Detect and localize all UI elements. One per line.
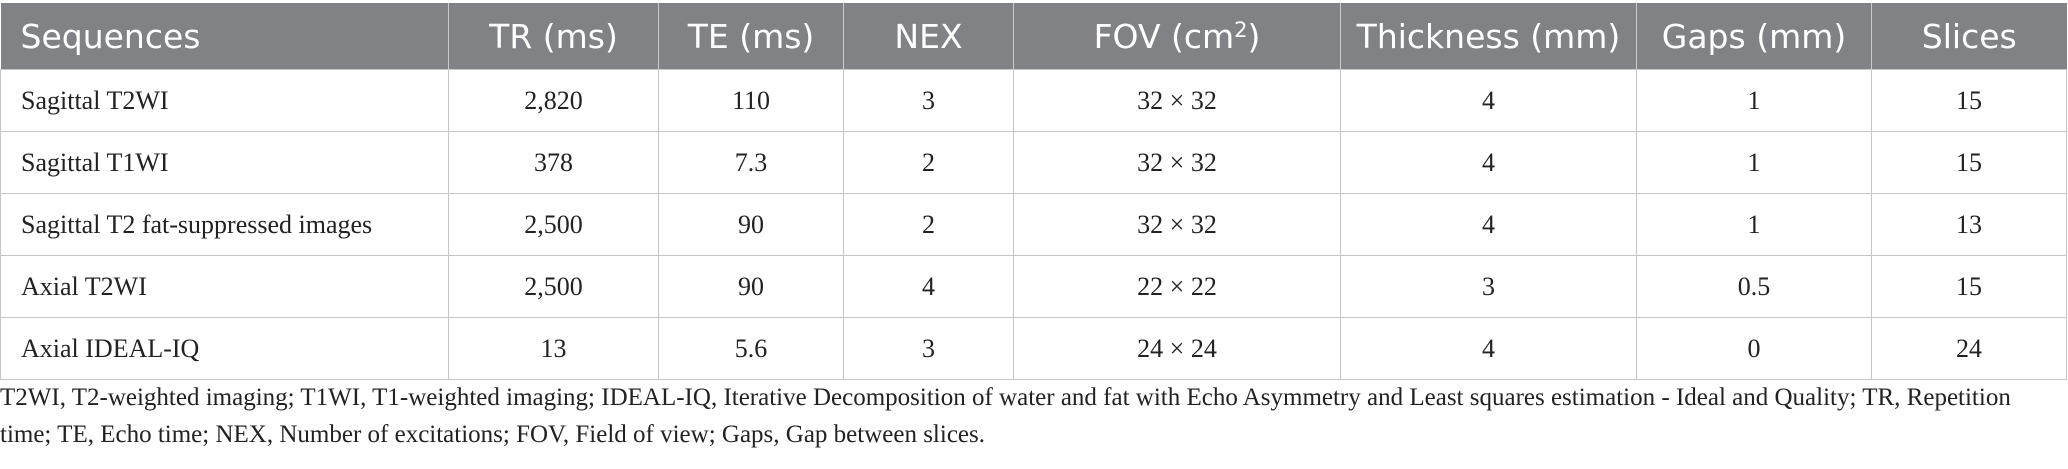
cell-sequence: Sagittal T2WI <box>0 69 449 132</box>
column-header-tr: TR (ms) <box>448 3 659 70</box>
table-row-sagittal-t2-fat-suppressed: Sagittal T2 fat-suppressed images 2,500 … <box>0 193 2067 256</box>
table-row-sagittal-t1wi: Sagittal T1WI 378 7.3 2 32 × 32 4 1 15 <box>0 131 2067 194</box>
column-header-gaps: Gaps (mm) <box>1636 3 1872 70</box>
cell-te: 90 <box>658 193 844 256</box>
cell-te: 7.3 <box>658 131 844 194</box>
cell-sequence: Axial IDEAL-IQ <box>0 317 449 380</box>
cell-sequence: Axial T2WI <box>0 255 449 318</box>
cell-tr: 13 <box>448 317 659 380</box>
cell-slices: 15 <box>1871 255 2067 318</box>
column-header-slices: Slices <box>1871 3 2067 70</box>
cell-fov: 22 × 22 <box>1013 255 1341 318</box>
cell-tr: 2,820 <box>448 69 659 132</box>
column-header-fov: FOV (cm2) <box>1013 3 1341 70</box>
table-row-axial-t2wi: Axial T2WI 2,500 90 4 22 × 22 3 0.5 15 <box>0 255 2067 318</box>
column-header-nex: NEX <box>843 3 1014 70</box>
mri-parameters-table: Sequences TR (ms) TE (ms) NEX FOV (cm2) … <box>0 3 2067 380</box>
cell-slices: 15 <box>1871 69 2067 132</box>
cell-gaps: 0.5 <box>1636 255 1872 318</box>
column-header-thickness: Thickness (mm) <box>1340 3 1637 70</box>
table-header-row: Sequences TR (ms) TE (ms) NEX FOV (cm2) … <box>0 3 2067 70</box>
cell-slices: 15 <box>1871 131 2067 194</box>
cell-slices: 24 <box>1871 317 2067 380</box>
cell-thickness: 4 <box>1340 69 1637 132</box>
cell-slices: 13 <box>1871 193 2067 256</box>
cell-sequence: Sagittal T2 fat-suppressed images <box>0 193 449 256</box>
cell-gaps: 0 <box>1636 317 1872 380</box>
cell-nex: 3 <box>843 317 1014 380</box>
cell-tr: 2,500 <box>448 193 659 256</box>
mri-parameters-table-container: Sequences TR (ms) TE (ms) NEX FOV (cm2) … <box>0 3 2067 380</box>
cell-gaps: 1 <box>1636 193 1872 256</box>
cell-nex: 2 <box>843 131 1014 194</box>
cell-te: 5.6 <box>658 317 844 380</box>
cell-te: 90 <box>658 255 844 318</box>
cell-thickness: 4 <box>1340 193 1637 256</box>
table-footnote: T2WI, T2-weighted imaging; T1WI, T1-weig… <box>0 384 2011 448</box>
cell-sequence: Sagittal T1WI <box>0 131 449 194</box>
cell-fov: 32 × 32 <box>1013 131 1341 194</box>
cell-fov: 24 × 24 <box>1013 317 1341 380</box>
table-row-sagittal-t2wi: Sagittal T2WI 2,820 110 3 32 × 32 4 1 15 <box>0 69 2067 132</box>
column-header-te: TE (ms) <box>658 3 844 70</box>
cell-te: 110 <box>658 69 844 132</box>
cell-thickness: 3 <box>1340 255 1637 318</box>
cell-gaps: 1 <box>1636 131 1872 194</box>
cell-nex: 3 <box>843 69 1014 132</box>
cell-tr: 378 <box>448 131 659 194</box>
cell-fov: 32 × 32 <box>1013 69 1341 132</box>
column-header-sequences: Sequences <box>0 3 449 70</box>
cell-thickness: 4 <box>1340 317 1637 380</box>
cell-nex: 2 <box>843 193 1014 256</box>
cell-gaps: 1 <box>1636 69 1872 132</box>
cell-nex: 4 <box>843 255 1014 318</box>
table-row-axial-ideal-iq: Axial IDEAL-IQ 13 5.6 3 24 × 24 4 0 24 <box>0 317 2067 380</box>
cell-tr: 2,500 <box>448 255 659 318</box>
cell-thickness: 4 <box>1340 131 1637 194</box>
cell-fov: 32 × 32 <box>1013 193 1341 256</box>
